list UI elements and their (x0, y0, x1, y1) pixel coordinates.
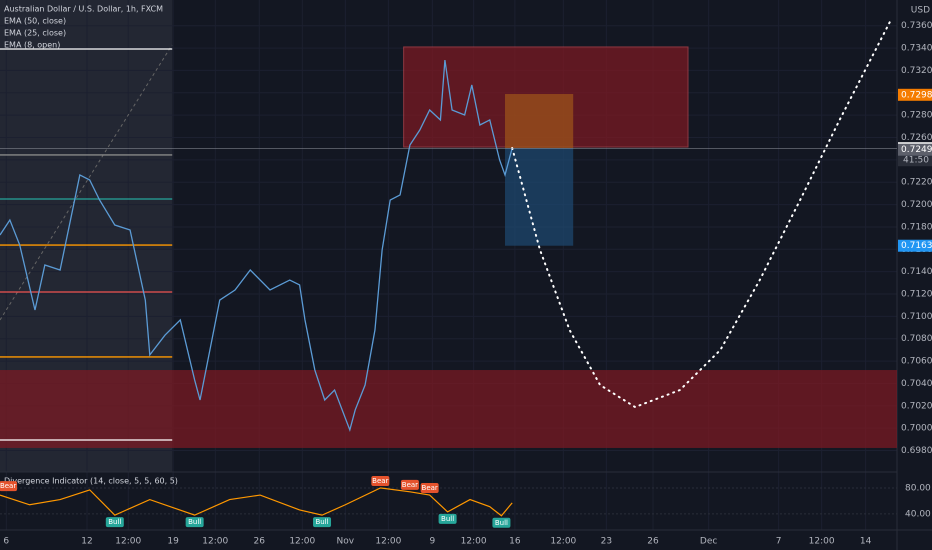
signal-label: Bear (402, 481, 418, 489)
x-tick-label: 12:00 (550, 537, 576, 547)
x-tick-label: 12:00 (202, 537, 228, 547)
currency: USD (911, 6, 930, 16)
signal-label: Bull (188, 518, 201, 526)
x-tick-label: 12:00 (115, 537, 141, 547)
study-label: EMA (50, close) (4, 17, 66, 26)
price-label: 0.72491 (901, 145, 932, 155)
signal-box (438, 513, 457, 524)
price-line (0, 59, 513, 433)
chart-title: Australian Dollar / U.S. Dollar, 1h, FXC… (4, 5, 163, 14)
signal-box (185, 517, 204, 528)
countdown: 41:50 (903, 156, 929, 166)
signal-box (371, 475, 390, 486)
zone (0, 370, 897, 448)
indicator-title: Divergence Indicator (14, close, 5, 5, 6… (4, 477, 178, 486)
signal-box (313, 517, 332, 528)
study-label: EMA (8, open) (4, 41, 60, 50)
y-tick-label: 80.00 (905, 483, 931, 493)
countdown-box (898, 154, 932, 167)
zone (505, 148, 574, 246)
x-tick-label: 6 (3, 537, 9, 547)
y-tick-label: 0.73600 (901, 21, 932, 31)
projection-line (511, 21, 891, 409)
x-tick-label: 12:00 (461, 537, 487, 547)
signal-box (420, 483, 439, 494)
x-tick-label: 26 (647, 537, 659, 547)
trend-line (0, 44, 173, 321)
x-tick-label: 9 (429, 537, 435, 547)
x-tick-label: 12 (81, 537, 92, 547)
x-tick-label: 12:00 (375, 537, 401, 547)
signal-label: Bull (108, 518, 121, 526)
signal-box (0, 481, 18, 492)
signal-label: Bear (372, 477, 388, 485)
x-tick-label: 23 (601, 537, 612, 547)
price-label: 0.72982 (901, 90, 932, 100)
x-tick-label: 16 (509, 537, 521, 547)
study-label: EMA (25, close) (4, 29, 66, 38)
price-label-box (898, 143, 932, 156)
indicator-line (0, 487, 513, 517)
signal-label: Bear (0, 482, 16, 490)
signal-box (105, 517, 124, 528)
signal-box (400, 479, 419, 490)
x-tick-label: 26 (254, 537, 266, 547)
price-label: 0.71632 (901, 241, 932, 251)
signal-box (492, 517, 511, 528)
signal-label: Bull (495, 519, 508, 527)
x-tick-label: Dec (700, 537, 717, 547)
x-tick-label: 7 (776, 537, 782, 547)
signal-label: Bull (315, 518, 328, 526)
signal-label: Bear (422, 484, 438, 492)
x-tick-label: 14 (860, 537, 872, 547)
x-tick-label: 12:00 (289, 537, 315, 547)
y-tick-label: 40.00 (905, 509, 931, 519)
x-tick-label: 12:00 (809, 537, 835, 547)
price-label-box (898, 88, 932, 101)
zone (505, 94, 574, 149)
price-label-box (898, 239, 932, 252)
x-tick-label: 19 (167, 537, 179, 547)
x-tick-label: Nov (337, 537, 355, 547)
signal-label: Bull (441, 515, 454, 523)
